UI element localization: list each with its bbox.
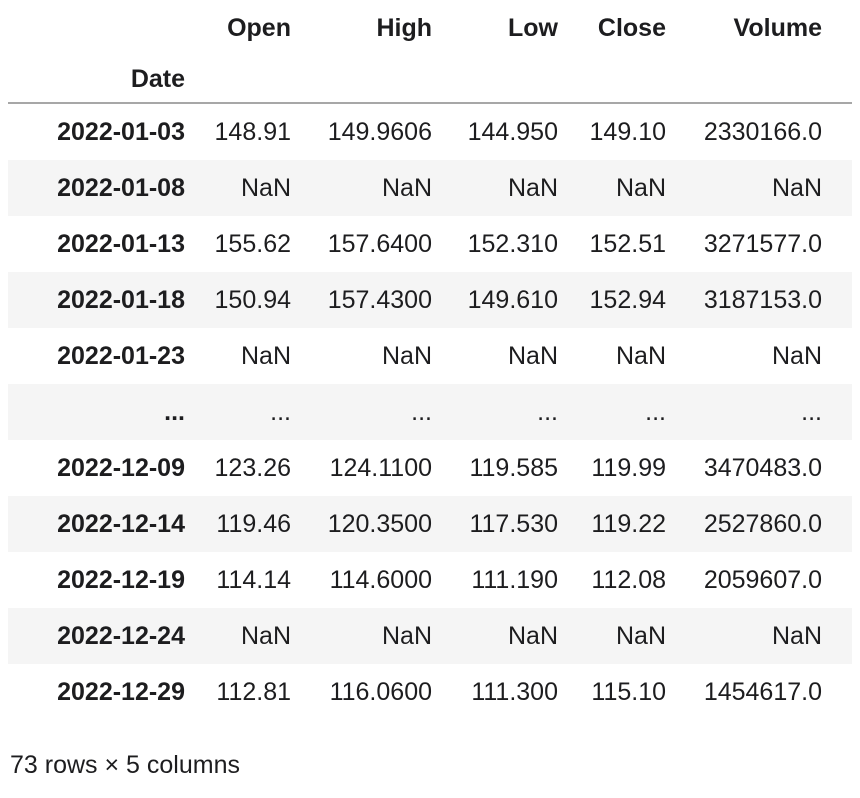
cell: 149.9606 xyxy=(327,118,432,146)
cell: 2330166.0 xyxy=(703,118,822,146)
table-row: 2022-12-19 114.14 114.6000 111.190 112.08 205… xyxy=(8,552,852,608)
table-row: 2022-12-29 112.81 116.0600 111.300 115.10 145… xyxy=(8,664,852,720)
cell: 157.6400 xyxy=(327,230,432,258)
row-index-date: 2022-01-08 xyxy=(57,174,185,202)
table-row: .................. xyxy=(8,384,852,440)
row-index-date: ... xyxy=(164,398,185,426)
cell: NaN xyxy=(507,174,558,202)
index-name-row: Date xyxy=(8,56,852,104)
row-index-date: 2022-12-09 xyxy=(57,454,185,482)
cell: 157.4300 xyxy=(327,286,432,314)
cell: 120.3500 xyxy=(327,510,432,538)
index-name-label: Date xyxy=(8,56,185,104)
cell: 152.310 xyxy=(467,230,558,258)
cell: 119.99 xyxy=(591,454,666,482)
row-index-date: 2022-01-13 xyxy=(57,230,185,258)
cell: 119.585 xyxy=(469,454,558,482)
column-header-low: Low xyxy=(508,14,558,42)
table-row: 2022-01-13 155.62 157.6400 152.310 152.51 327… xyxy=(8,216,852,272)
cell: 3187153.0 xyxy=(703,286,822,314)
table-shape-summary: 73 rows × 5 columns xyxy=(10,751,240,779)
cell: NaN xyxy=(507,342,558,370)
table-body: 2022-01-03 148.91 149.9606 144.950 149.10 233… xyxy=(8,103,852,720)
cell: ... xyxy=(270,398,291,426)
cell: NaN xyxy=(240,622,291,650)
cell: 3470483.0 xyxy=(703,454,822,482)
cell: 119.22 xyxy=(591,510,666,538)
table-row: 2022-01-23 NaN NaN NaN NaN NaN xyxy=(8,328,852,384)
cell: 115.10 xyxy=(591,678,666,706)
cell: 2527860.0 xyxy=(703,510,822,538)
row-index-date: 2022-12-19 xyxy=(57,566,185,594)
table-row: 2022-12-09 123.26 124.1100 119.585 119.99 347… xyxy=(8,440,852,496)
table-row: 2022-12-24 NaN NaN NaN NaN NaN xyxy=(8,608,852,664)
column-header-close: Close xyxy=(597,14,666,42)
column-header-open: Open xyxy=(227,14,291,42)
dataframe-table: Open High Low Close Volume Date 2022-01-… xyxy=(8,0,852,720)
cell: 149.10 xyxy=(589,118,666,146)
cell: 148.91 xyxy=(214,118,291,146)
cell: 2059607.0 xyxy=(703,566,822,594)
cell: 116.0600 xyxy=(329,678,432,706)
cell: NaN xyxy=(381,622,432,650)
cell: ... xyxy=(537,398,558,426)
cell: NaN xyxy=(240,174,291,202)
cell: NaN xyxy=(507,622,558,650)
cell: ... xyxy=(645,398,666,426)
column-header-row: Open High Low Close Volume xyxy=(8,0,852,56)
cell: NaN xyxy=(381,174,432,202)
cell: 149.610 xyxy=(467,286,558,314)
cell: NaN xyxy=(771,342,822,370)
cell: ... xyxy=(411,398,432,426)
table-row: 2022-12-14 119.46 120.3500 117.530 119.22 252… xyxy=(8,496,852,552)
cell: 111.190 xyxy=(471,566,558,594)
column-header-high: High xyxy=(376,14,432,42)
cell: NaN xyxy=(381,342,432,370)
cell: 112.08 xyxy=(591,566,666,594)
cell: 123.26 xyxy=(214,454,291,482)
cell: 112.81 xyxy=(216,678,291,706)
cell: 119.46 xyxy=(216,510,291,538)
table-row: 2022-01-18 150.94 157.4300 149.610 152.94 318… xyxy=(8,272,852,328)
row-index-date: 2022-01-18 xyxy=(57,286,185,314)
cell: 152.94 xyxy=(589,286,666,314)
cell: NaN xyxy=(771,622,822,650)
row-index-date: 2022-01-03 xyxy=(57,118,185,146)
cell: NaN xyxy=(615,622,666,650)
row-index-date: 2022-12-14 xyxy=(57,510,185,538)
table-row: 2022-01-08 NaN NaN NaN NaN NaN xyxy=(8,160,852,216)
cell: 117.530 xyxy=(469,510,558,538)
row-index-date: 2022-12-29 xyxy=(57,678,185,706)
blank-corner-header xyxy=(8,0,185,56)
cell: ... xyxy=(801,398,822,426)
cell: NaN xyxy=(771,174,822,202)
cell: 124.1100 xyxy=(329,454,432,482)
cell: 114.14 xyxy=(216,566,291,594)
row-index-date: 2022-12-24 xyxy=(57,622,185,650)
table-header: Open High Low Close Volume Date xyxy=(8,0,852,104)
cell: 155.62 xyxy=(214,230,291,258)
cell: 150.94 xyxy=(214,286,291,314)
table-row: 2022-01-03 148.91 149.9606 144.950 149.10 233… xyxy=(8,103,852,160)
cell: 111.300 xyxy=(471,678,558,706)
cell: 1454617.0 xyxy=(703,678,822,706)
cell: 152.51 xyxy=(589,230,666,258)
cell: 144.950 xyxy=(467,118,558,146)
cell: 3271577.0 xyxy=(703,230,822,258)
index-name-row-filler xyxy=(185,56,852,104)
cell: NaN xyxy=(615,342,666,370)
cell: NaN xyxy=(240,342,291,370)
cell: 114.6000 xyxy=(329,566,432,594)
cell: NaN xyxy=(615,174,666,202)
column-header-volume: Volume xyxy=(733,14,822,42)
row-index-date: 2022-01-23 xyxy=(57,342,185,370)
